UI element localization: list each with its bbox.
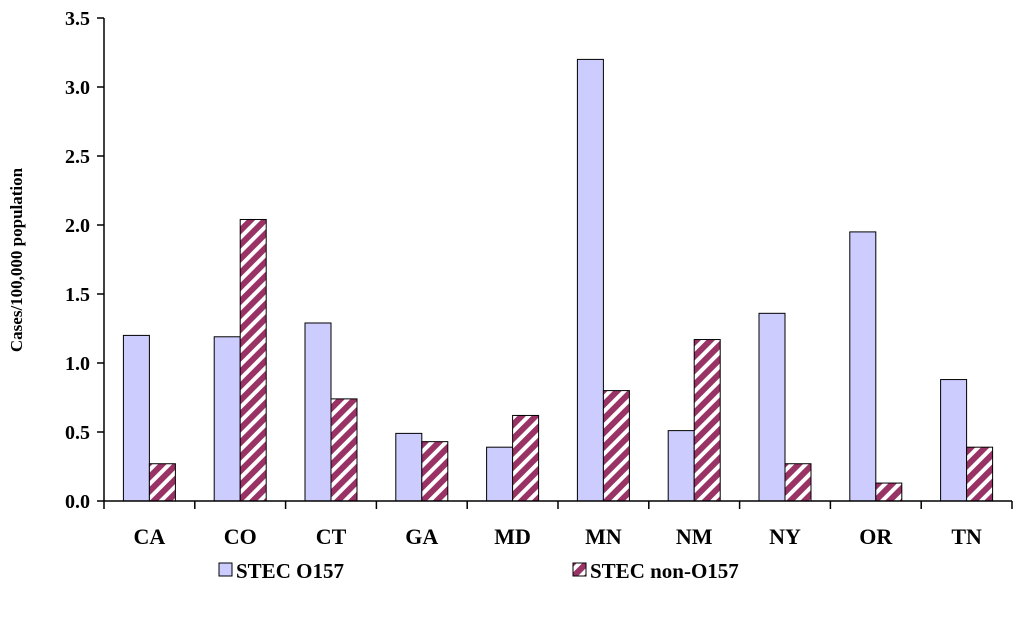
x-category-label: GA: [405, 524, 438, 549]
bar-stec-non-o157: [966, 446, 994, 502]
legend-swatch-stec-o157: [218, 562, 233, 577]
x-category-label: NM: [676, 524, 713, 549]
x-category-label: MN: [585, 524, 622, 549]
y-tick-label: 1.0: [65, 353, 90, 375]
bar-stec-non-o157: [148, 463, 176, 502]
y-axis-title: Cases/100,000 population: [7, 167, 26, 352]
y-tick-label: 0.5: [65, 422, 90, 444]
x-category-label: CO: [224, 524, 257, 549]
bar-stec-non-o157: [602, 390, 630, 502]
bar-stec-o157: [304, 322, 332, 502]
legend-swatch-stec-non-o157: [572, 562, 587, 577]
bar-stec-non-o157: [421, 441, 449, 502]
bar-stec-o157: [940, 379, 968, 502]
bar-stec-o157: [758, 312, 786, 502]
bar-stec-o157: [486, 446, 514, 502]
legend-label-stec-non-o157: STEC non-O157: [590, 559, 739, 583]
x-category-label: OR: [859, 524, 893, 549]
y-tick-label: 2.0: [65, 215, 90, 237]
x-category-label: CT: [316, 524, 347, 549]
bar-stec-non-o157: [239, 218, 267, 502]
x-category-label: NY: [769, 524, 801, 549]
legend: STEC O157 STEC non-O157: [218, 559, 739, 583]
bars-group: [122, 58, 994, 502]
x-category-label: MD: [494, 524, 531, 549]
bar-stec-non-o157: [330, 398, 358, 502]
y-tick-label: 1.5: [65, 284, 90, 306]
bar-stec-non-o157: [784, 463, 812, 502]
x-category-label: CA: [134, 524, 166, 549]
y-tick-label: 0.0: [65, 491, 90, 513]
bar-stec-o157: [667, 430, 695, 502]
y-ticks-group: 0.0 0.5 1.0 1.5 2.0 2.5 3.0 3.5: [65, 8, 104, 513]
legend-label-stec-o157: STEC O157: [236, 559, 344, 583]
bar-stec-o157: [122, 334, 150, 502]
bar-stec-non-o157: [875, 482, 903, 502]
x-ticks-group: CA CO CT GA MD MN NM NY OR TN: [103, 501, 1013, 549]
y-tick-label: 3.5: [65, 8, 90, 30]
y-tick-label: 3.0: [65, 77, 90, 99]
bar-stec-o157: [576, 58, 604, 502]
bar-stec-o157: [395, 432, 423, 502]
y-tick-label: 2.5: [65, 146, 90, 168]
bar-stec-non-o157: [512, 414, 540, 502]
bar-stec-non-o157: [693, 339, 721, 502]
bar-stec-o157: [213, 336, 241, 502]
bar-stec-o157: [849, 231, 877, 502]
x-category-label: TN: [951, 524, 982, 549]
